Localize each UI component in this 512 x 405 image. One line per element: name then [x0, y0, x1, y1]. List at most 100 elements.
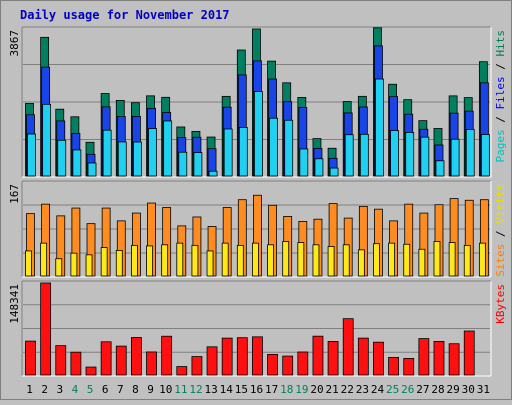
bar-pages	[405, 132, 415, 177]
x-tick-label: 23	[356, 383, 369, 396]
x-tick-label: 4	[72, 383, 79, 396]
bar-kbytes	[403, 358, 415, 376]
bar-kbytes	[55, 345, 67, 376]
bar-kbytes	[282, 355, 294, 376]
bar-sites	[463, 244, 471, 277]
bar-sites	[146, 245, 153, 277]
x-tick-label: 24	[371, 383, 385, 396]
bar-pages	[27, 133, 36, 177]
bar-kbytes	[191, 356, 203, 376]
bar-sites	[403, 243, 411, 277]
bar-pages	[299, 148, 309, 177]
bar-pages	[480, 134, 490, 177]
bar-sites	[206, 250, 214, 277]
legend-top: Pages / Files / Hits	[494, 30, 507, 163]
x-tick-label: 28	[431, 383, 444, 396]
legend-separator: /	[494, 110, 507, 130]
bar-pages	[238, 127, 248, 177]
legend-separator: /	[494, 57, 507, 77]
legend-pages: Pages	[494, 129, 507, 162]
bar-pages	[163, 120, 173, 177]
bar-pages	[72, 149, 82, 177]
bar-sites	[448, 242, 456, 277]
x-tick-label: 17	[265, 383, 278, 396]
bar-pages	[269, 117, 278, 177]
bar-sites	[388, 242, 395, 277]
bar-kbytes	[342, 318, 354, 376]
bar-sites	[25, 250, 32, 277]
bar-kbytes	[312, 335, 324, 376]
bar-sites	[236, 244, 244, 277]
legend-middle: Sites / Visits	[494, 184, 507, 277]
bar-sites	[40, 242, 48, 277]
bar-kbytes	[418, 338, 430, 376]
x-tick-label: 9	[147, 383, 154, 396]
bar-pages	[208, 170, 218, 177]
bar-pages	[435, 160, 445, 177]
x-tick-label: 8	[132, 383, 139, 396]
bar-sites	[252, 242, 259, 277]
x-tick-label: 15	[235, 383, 248, 396]
x-tick-label: 30	[462, 383, 475, 396]
bar-sites	[342, 244, 350, 277]
bar-kbytes	[221, 337, 233, 376]
bar-kbytes	[100, 341, 112, 376]
x-tick-label: 2	[41, 383, 48, 396]
bar-sites	[297, 242, 305, 277]
x-tick-label: 29	[447, 383, 460, 396]
bar-sites	[373, 243, 380, 277]
x-tick-label: 1	[26, 383, 33, 396]
bar-sites	[115, 249, 123, 277]
x-tick-label: 22	[341, 383, 354, 396]
x-tick-label: 11	[174, 383, 187, 396]
bar-pages	[359, 133, 369, 177]
bar-kbytes	[131, 337, 142, 376]
bar-sites	[357, 249, 365, 277]
x-tick-label: 16	[250, 383, 263, 396]
bar-pages	[284, 119, 294, 177]
bar-kbytes	[161, 335, 173, 376]
bar-pages	[117, 141, 127, 177]
bar-pages	[375, 78, 384, 177]
chart-title: Daily usage for November 2017	[20, 8, 230, 22]
bar-sites	[282, 241, 290, 277]
bar-sites	[267, 244, 274, 277]
x-tick-label: 20	[310, 383, 323, 396]
bar-pages	[420, 136, 430, 177]
bar-kbytes	[267, 354, 278, 376]
x-tick-label: 27	[416, 383, 429, 396]
bar-pages	[329, 167, 339, 177]
x-tick-label: 25	[386, 383, 399, 396]
legend-separator: /	[494, 224, 507, 244]
bar-sites	[191, 244, 199, 277]
legend-files: Files	[494, 76, 507, 109]
bar-kbytes	[115, 345, 127, 376]
max-label-top: 3867	[8, 30, 21, 57]
bar-sites	[55, 258, 63, 277]
bar-pages	[223, 128, 233, 177]
bar-kbytes	[327, 341, 339, 376]
bar-kbytes	[433, 340, 445, 376]
legend-visits: Visits	[494, 184, 507, 224]
bar-kbytes	[146, 351, 157, 376]
bar-kbytes	[448, 343, 460, 376]
x-tick-label: 14	[220, 383, 234, 396]
bar-kbytes	[70, 351, 82, 376]
bar-kbytes	[388, 356, 399, 376]
x-tick-label: 5	[87, 383, 94, 396]
bar-pages	[102, 129, 112, 177]
x-tick-label: 10	[159, 383, 172, 396]
x-tick-label: 26	[401, 383, 414, 396]
max-label-middle: 167	[8, 184, 21, 204]
x-tick-label: 12	[189, 383, 202, 396]
x-tick-label: 18	[280, 383, 293, 396]
legend-hits: Hits	[494, 30, 507, 57]
bar-kbytes	[85, 366, 97, 376]
x-tick-label: 21	[326, 383, 339, 396]
bar-kbytes	[236, 337, 248, 376]
x-tick-label: 6	[102, 383, 109, 396]
bar-sites	[85, 254, 93, 277]
legend-kbytes: KBytes	[494, 284, 507, 324]
